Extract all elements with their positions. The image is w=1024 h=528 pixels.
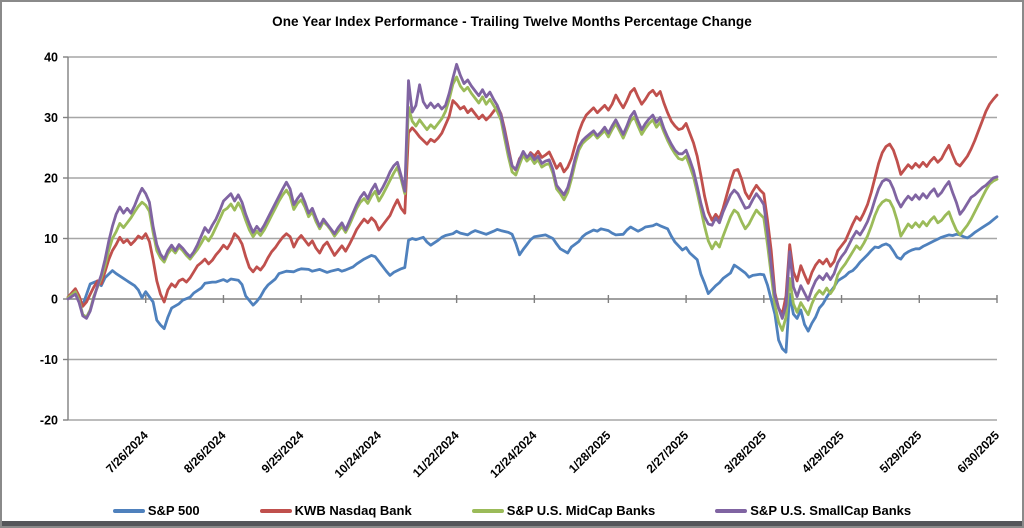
chart-title: One Year Index Performance - Trailing Tw… [272,14,752,29]
x-tick-label: 8/26/2024 [181,428,229,476]
y-tick-label: -10 [40,353,58,367]
x-tick-label: 3/28/2025 [721,428,769,476]
x-tick-label: 9/25/2024 [259,428,307,476]
legend-item-label: S&P 500 [147,503,200,518]
y-tick-label: 30 [44,111,58,125]
x-tick-label: 1/28/2025 [566,428,614,476]
y-tick-label: 40 [44,51,58,65]
legend-item-kwb-nasdaq-bank[interactable]: KWB Nasdaq Bank [259,503,412,518]
y-tick-label: 10 [44,232,58,246]
x-tick-label: 2/27/2025 [644,428,692,476]
y-tick-label: 20 [44,172,58,186]
y-tick-label: 0 [51,293,58,307]
legend: S&P 500 KWB Nasdaq Bank S&P U.S. MidCap Ba… [2,503,1022,518]
series-line-s-p-u-s-smallcap-banks[interactable] [66,62,999,320]
window-bottom-bar [2,521,1022,526]
y-tick-label: -20 [40,414,58,428]
legend-item-label: S&P U.S. MidCap Banks [506,503,656,518]
x-tick-label: 12/24/2024 [487,428,540,481]
legend-swatch-s-p-500 [112,508,145,513]
legend-item-label: KWB Nasdaq Bank [294,503,412,518]
x-tick-label: 4/29/2025 [799,428,847,476]
x-tick-label: 10/24/2024 [332,428,385,481]
chart-svg: 40 30 20 10 0 -10 -20 7/26/2024 8/26/2024 9/25/20… [40,51,1002,481]
x-tick-label: 11/22/2024 [410,428,462,480]
legend-item-s-p-u-s-midcap-banks[interactable]: S&P U.S. MidCap Banks [471,503,656,518]
series-line-s-p-500[interactable] [66,215,999,354]
legend-item-label: S&P U.S. SmallCap Banks [750,503,912,518]
legend-item-s-p-u-s-smallcap-banks[interactable]: S&P U.S. SmallCap Banks [715,503,911,518]
series-line-kwb-nasdaq-bank[interactable] [66,87,999,316]
x-tick-label: 7/26/2024 [103,428,151,476]
legend-swatch-s-p-u-s-smallcap-banks [715,508,748,513]
x-tick-label: 6/30/2025 [954,428,1002,476]
legend-swatch-s-p-u-s-midcap-banks [471,508,504,513]
x-tick-label: 5/29/2025 [877,428,925,476]
legend-item-s-p-500[interactable]: S&P 500 [112,503,200,518]
series-line-s-p-u-s-midcap-banks[interactable] [66,75,999,332]
legend-swatch-kwb-nasdaq-bank [259,508,292,513]
